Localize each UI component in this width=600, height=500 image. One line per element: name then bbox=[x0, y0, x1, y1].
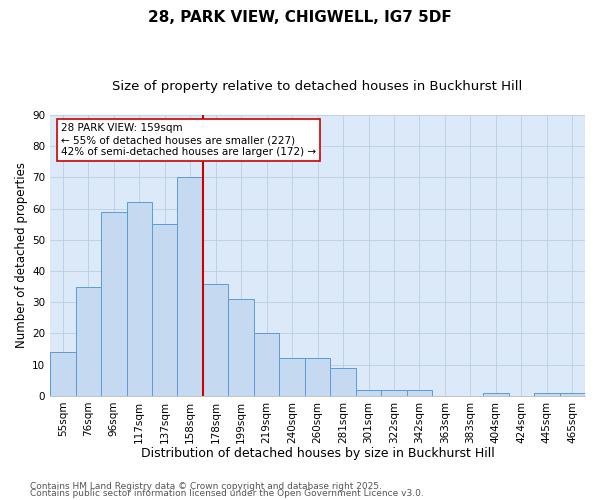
Bar bbox=[381, 390, 407, 396]
Bar bbox=[534, 392, 560, 396]
Bar bbox=[305, 358, 331, 396]
Bar bbox=[483, 392, 509, 396]
Bar bbox=[356, 390, 381, 396]
Text: Contains public sector information licensed under the Open Government Licence v3: Contains public sector information licen… bbox=[30, 490, 424, 498]
Bar bbox=[254, 334, 280, 396]
Bar bbox=[203, 284, 229, 396]
Bar bbox=[50, 352, 76, 396]
Bar bbox=[101, 212, 127, 396]
Bar bbox=[152, 224, 178, 396]
Bar bbox=[407, 390, 432, 396]
Bar bbox=[560, 392, 585, 396]
Bar bbox=[331, 368, 356, 396]
Bar bbox=[76, 286, 101, 396]
Bar bbox=[229, 299, 254, 396]
Bar bbox=[127, 202, 152, 396]
Text: Contains HM Land Registry data © Crown copyright and database right 2025.: Contains HM Land Registry data © Crown c… bbox=[30, 482, 382, 491]
Bar bbox=[280, 358, 305, 396]
X-axis label: Distribution of detached houses by size in Buckhurst Hill: Distribution of detached houses by size … bbox=[141, 447, 494, 460]
Text: 28 PARK VIEW: 159sqm
← 55% of detached houses are smaller (227)
42% of semi-deta: 28 PARK VIEW: 159sqm ← 55% of detached h… bbox=[61, 124, 316, 156]
Y-axis label: Number of detached properties: Number of detached properties bbox=[15, 162, 28, 348]
Bar bbox=[178, 178, 203, 396]
Text: 28, PARK VIEW, CHIGWELL, IG7 5DF: 28, PARK VIEW, CHIGWELL, IG7 5DF bbox=[148, 10, 452, 25]
Title: Size of property relative to detached houses in Buckhurst Hill: Size of property relative to detached ho… bbox=[112, 80, 523, 93]
